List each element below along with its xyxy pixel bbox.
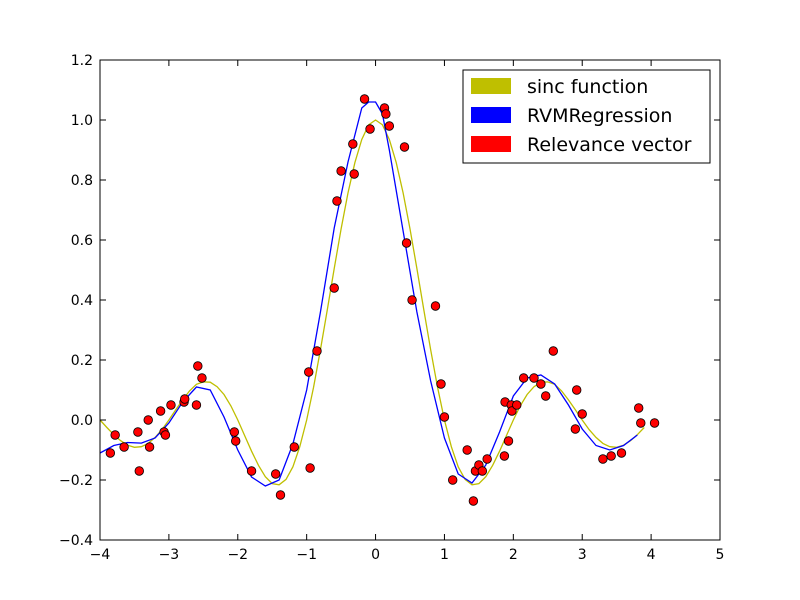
relevance-vector-point — [191, 400, 202, 410]
x-tick-label: −3 — [159, 547, 180, 563]
relevance-vector-point — [598, 454, 608, 464]
y-tick-label: −0.2 — [59, 473, 93, 489]
series-line-rvmregression — [100, 101, 638, 487]
relevance-vector-point — [119, 442, 129, 452]
relevance-vector-point — [407, 295, 417, 305]
relevance-vector-point — [572, 385, 582, 395]
relevance-vector-point — [503, 436, 514, 446]
x-tick-label: 2 — [509, 547, 518, 563]
relevance-vector-point — [384, 121, 395, 131]
relevance-vector-point — [336, 166, 346, 176]
relevance-vector-point — [570, 424, 581, 434]
relevance-vector-point — [349, 169, 359, 179]
relevance-vector-point — [477, 466, 488, 476]
relevance-vector-point — [399, 142, 410, 152]
relevance-vector-point — [134, 466, 144, 476]
relevance-vector-point — [468, 496, 479, 506]
relevance-vector-point — [448, 475, 458, 485]
plot-content — [100, 94, 660, 506]
relevance-vector-point — [329, 283, 339, 293]
relevance-vector-point — [304, 367, 314, 377]
relevance-vector-point — [229, 427, 240, 437]
relevance-vector-point — [180, 394, 190, 404]
y-tick-label: 1.2 — [71, 53, 93, 69]
relevance-vector-point — [143, 415, 153, 425]
legend-label-rvmregression: RVMRegression — [527, 105, 672, 127]
x-tick-label: −2 — [227, 547, 248, 563]
y-tick-label: 0.8 — [71, 173, 93, 189]
legend: sinc function RVMRegression Relevance ve… — [462, 69, 711, 164]
relevance-vector-point — [518, 373, 529, 383]
x-tick-label: −4 — [90, 547, 111, 563]
relevance-vector-point — [348, 139, 358, 149]
legend-label-sinc-function: sinc function — [527, 76, 648, 98]
relevance-vector-point — [193, 361, 203, 371]
x-tick-label: 4 — [647, 547, 656, 563]
relevance-vector-point — [381, 109, 391, 119]
relevance-vector-point — [439, 412, 450, 422]
relevance-vector-point — [312, 346, 322, 356]
y-tick-label: 0.0 — [71, 413, 93, 429]
relevance-vector-point — [359, 94, 370, 104]
relevance-vector-point — [144, 442, 155, 452]
relevance-vector-point — [616, 448, 627, 458]
relevance-vector-point — [270, 469, 281, 479]
relevance-vector-point — [365, 124, 375, 134]
relevance-vector-point — [155, 406, 166, 416]
relevance-vector-point — [529, 373, 539, 383]
y-tick-label: 0.4 — [71, 293, 93, 309]
relevance-vector-point — [110, 430, 120, 440]
relevance-vector-point — [305, 463, 315, 473]
relevance-vector-point — [133, 427, 143, 437]
relevance-vector-point — [548, 346, 558, 356]
relevance-vector-point — [197, 373, 207, 383]
legend-swatch-sinc-function — [471, 78, 511, 94]
relevance-vector-point — [634, 403, 644, 413]
x-tick-label: 5 — [716, 547, 725, 563]
x-tick-label: −1 — [296, 547, 317, 563]
x-tick-label: 1 — [440, 547, 449, 563]
relevance-vector-point — [246, 466, 257, 476]
y-tick-label: 0.2 — [71, 353, 93, 369]
relevance-vector-point — [512, 400, 522, 410]
legend-swatch-relevance-vector — [471, 136, 511, 152]
y-tick-label: −0.4 — [59, 533, 93, 549]
relevance-vector-point — [105, 448, 116, 458]
relevance-vector-point — [636, 418, 646, 428]
relevance-vector-point — [462, 445, 472, 455]
relevance-vector-point — [499, 451, 510, 461]
legend-label-relevance-vector: Relevance vector — [527, 134, 692, 156]
relevance-vector-point — [577, 409, 587, 419]
relevance-vector-point — [430, 301, 441, 311]
relevance-vector-point — [536, 379, 546, 389]
relevance-vector-point — [541, 391, 551, 401]
relevance-vector-point — [289, 442, 299, 452]
relevance-vector-point — [649, 418, 660, 428]
legend-swatch-rvmregression — [471, 107, 511, 123]
relevance-vector-point — [482, 454, 492, 464]
relevance-vector-point — [332, 196, 342, 206]
relevance-vector-point — [160, 430, 171, 440]
relevance-vector-point — [436, 379, 446, 389]
relevance-vector-point — [231, 436, 241, 446]
x-tick-label: 0 — [371, 547, 380, 563]
relevance-vector-point — [606, 451, 616, 461]
axis-ticks: −4 −3 −2 −1 0 1 2 3 4 5 −0.4 −0.2 0.0 0.2 0.4 0.6 0.8 1.0… — [59, 53, 724, 563]
x-tick-label: 3 — [578, 547, 587, 563]
relevance-vector-point — [401, 238, 412, 248]
relevance-vector-point — [275, 490, 286, 500]
y-tick-label: 1.0 — [71, 113, 93, 129]
y-tick-label: 0.6 — [71, 233, 93, 249]
relevance-vector-point — [166, 400, 176, 410]
